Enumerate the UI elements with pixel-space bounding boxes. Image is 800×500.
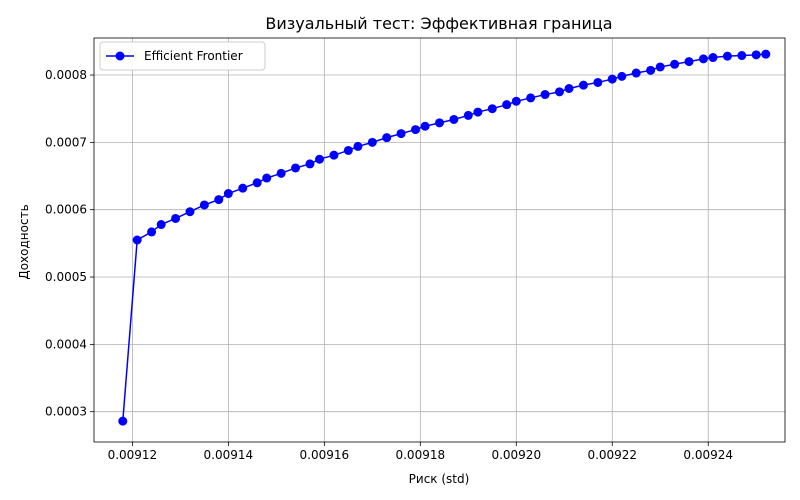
data-point xyxy=(554,87,564,97)
x-axis-label: Риск (std) xyxy=(409,472,470,486)
data-point xyxy=(737,51,747,61)
data-point xyxy=(511,96,521,106)
data-point xyxy=(223,189,233,199)
data-point xyxy=(578,80,588,90)
data-point xyxy=(698,54,708,64)
x-tick-label: 0.00912 xyxy=(108,448,158,462)
x-tick-label: 0.00924 xyxy=(683,448,733,462)
data-point xyxy=(526,93,536,103)
data-point xyxy=(487,104,497,114)
data-point xyxy=(252,178,262,188)
data-point xyxy=(473,107,483,117)
data-point xyxy=(708,53,718,63)
x-tick-label: 0.00914 xyxy=(204,448,254,462)
data-point xyxy=(617,71,627,81)
data-point xyxy=(118,416,128,426)
data-point xyxy=(631,68,641,78)
data-point xyxy=(199,200,209,210)
data-point xyxy=(382,133,392,143)
data-point xyxy=(291,163,301,173)
y-tick-label: 0.0003 xyxy=(45,405,87,419)
data-point xyxy=(564,84,574,93)
data-point xyxy=(315,154,325,164)
data-point xyxy=(396,129,406,139)
x-axis-ticks: 0.00912 0.00914 0.00916 0.00918 0.00920 0.009… xyxy=(108,442,733,462)
data-point xyxy=(276,168,286,178)
data-point xyxy=(343,145,353,155)
data-point xyxy=(593,77,603,87)
data-point xyxy=(147,227,157,237)
x-tick-label: 0.00918 xyxy=(395,448,445,462)
legend-box xyxy=(99,41,266,71)
data-point xyxy=(607,74,617,84)
data-point xyxy=(214,195,224,205)
data-point xyxy=(411,125,421,135)
chart-title: Визуальный тест: Эффективная граница xyxy=(265,14,612,33)
y-axis-ticks: 0.0003 0.0004 0.0005 0.0006 0.0007 0.0008 xyxy=(45,68,94,419)
grid-lines xyxy=(94,38,785,442)
plot-frame xyxy=(93,37,786,443)
legend: Efficient Frontier xyxy=(99,41,266,71)
y-tick-label: 0.0005 xyxy=(45,270,87,284)
data-point xyxy=(156,220,166,230)
data-point xyxy=(262,173,272,183)
x-tick-label: 0.00922 xyxy=(587,448,637,462)
data-point xyxy=(132,235,142,245)
data-point xyxy=(420,121,430,131)
data-point xyxy=(540,90,550,100)
legend-label-efficient-frontier: Efficient Frontier xyxy=(144,49,243,63)
y-tick-label: 0.0007 xyxy=(45,135,87,149)
data-point xyxy=(353,141,363,151)
series-layer xyxy=(118,49,771,426)
y-axis-label: Доходность xyxy=(17,204,31,279)
data-point xyxy=(435,118,444,128)
data-point xyxy=(171,213,181,223)
data-point xyxy=(502,100,512,110)
data-point xyxy=(646,65,656,75)
data-point xyxy=(761,49,771,59)
data-point xyxy=(655,62,665,72)
x-tick-label: 0.00920 xyxy=(491,448,541,462)
data-point xyxy=(684,57,694,67)
data-point xyxy=(238,183,248,193)
y-tick-label: 0.0006 xyxy=(45,203,87,217)
data-point xyxy=(449,114,459,124)
y-tick-label: 0.0008 xyxy=(45,68,87,82)
data-point xyxy=(305,159,315,169)
data-point xyxy=(463,110,473,120)
data-point xyxy=(751,50,761,60)
y-tick-label: 0.0004 xyxy=(45,337,87,351)
data-point xyxy=(185,207,195,217)
data-point xyxy=(670,59,680,69)
legend-marker-swatch xyxy=(115,51,125,61)
x-tick-label: 0.00916 xyxy=(300,448,350,462)
data-point xyxy=(367,137,377,147)
data-point xyxy=(329,150,339,160)
data-point xyxy=(722,51,732,61)
